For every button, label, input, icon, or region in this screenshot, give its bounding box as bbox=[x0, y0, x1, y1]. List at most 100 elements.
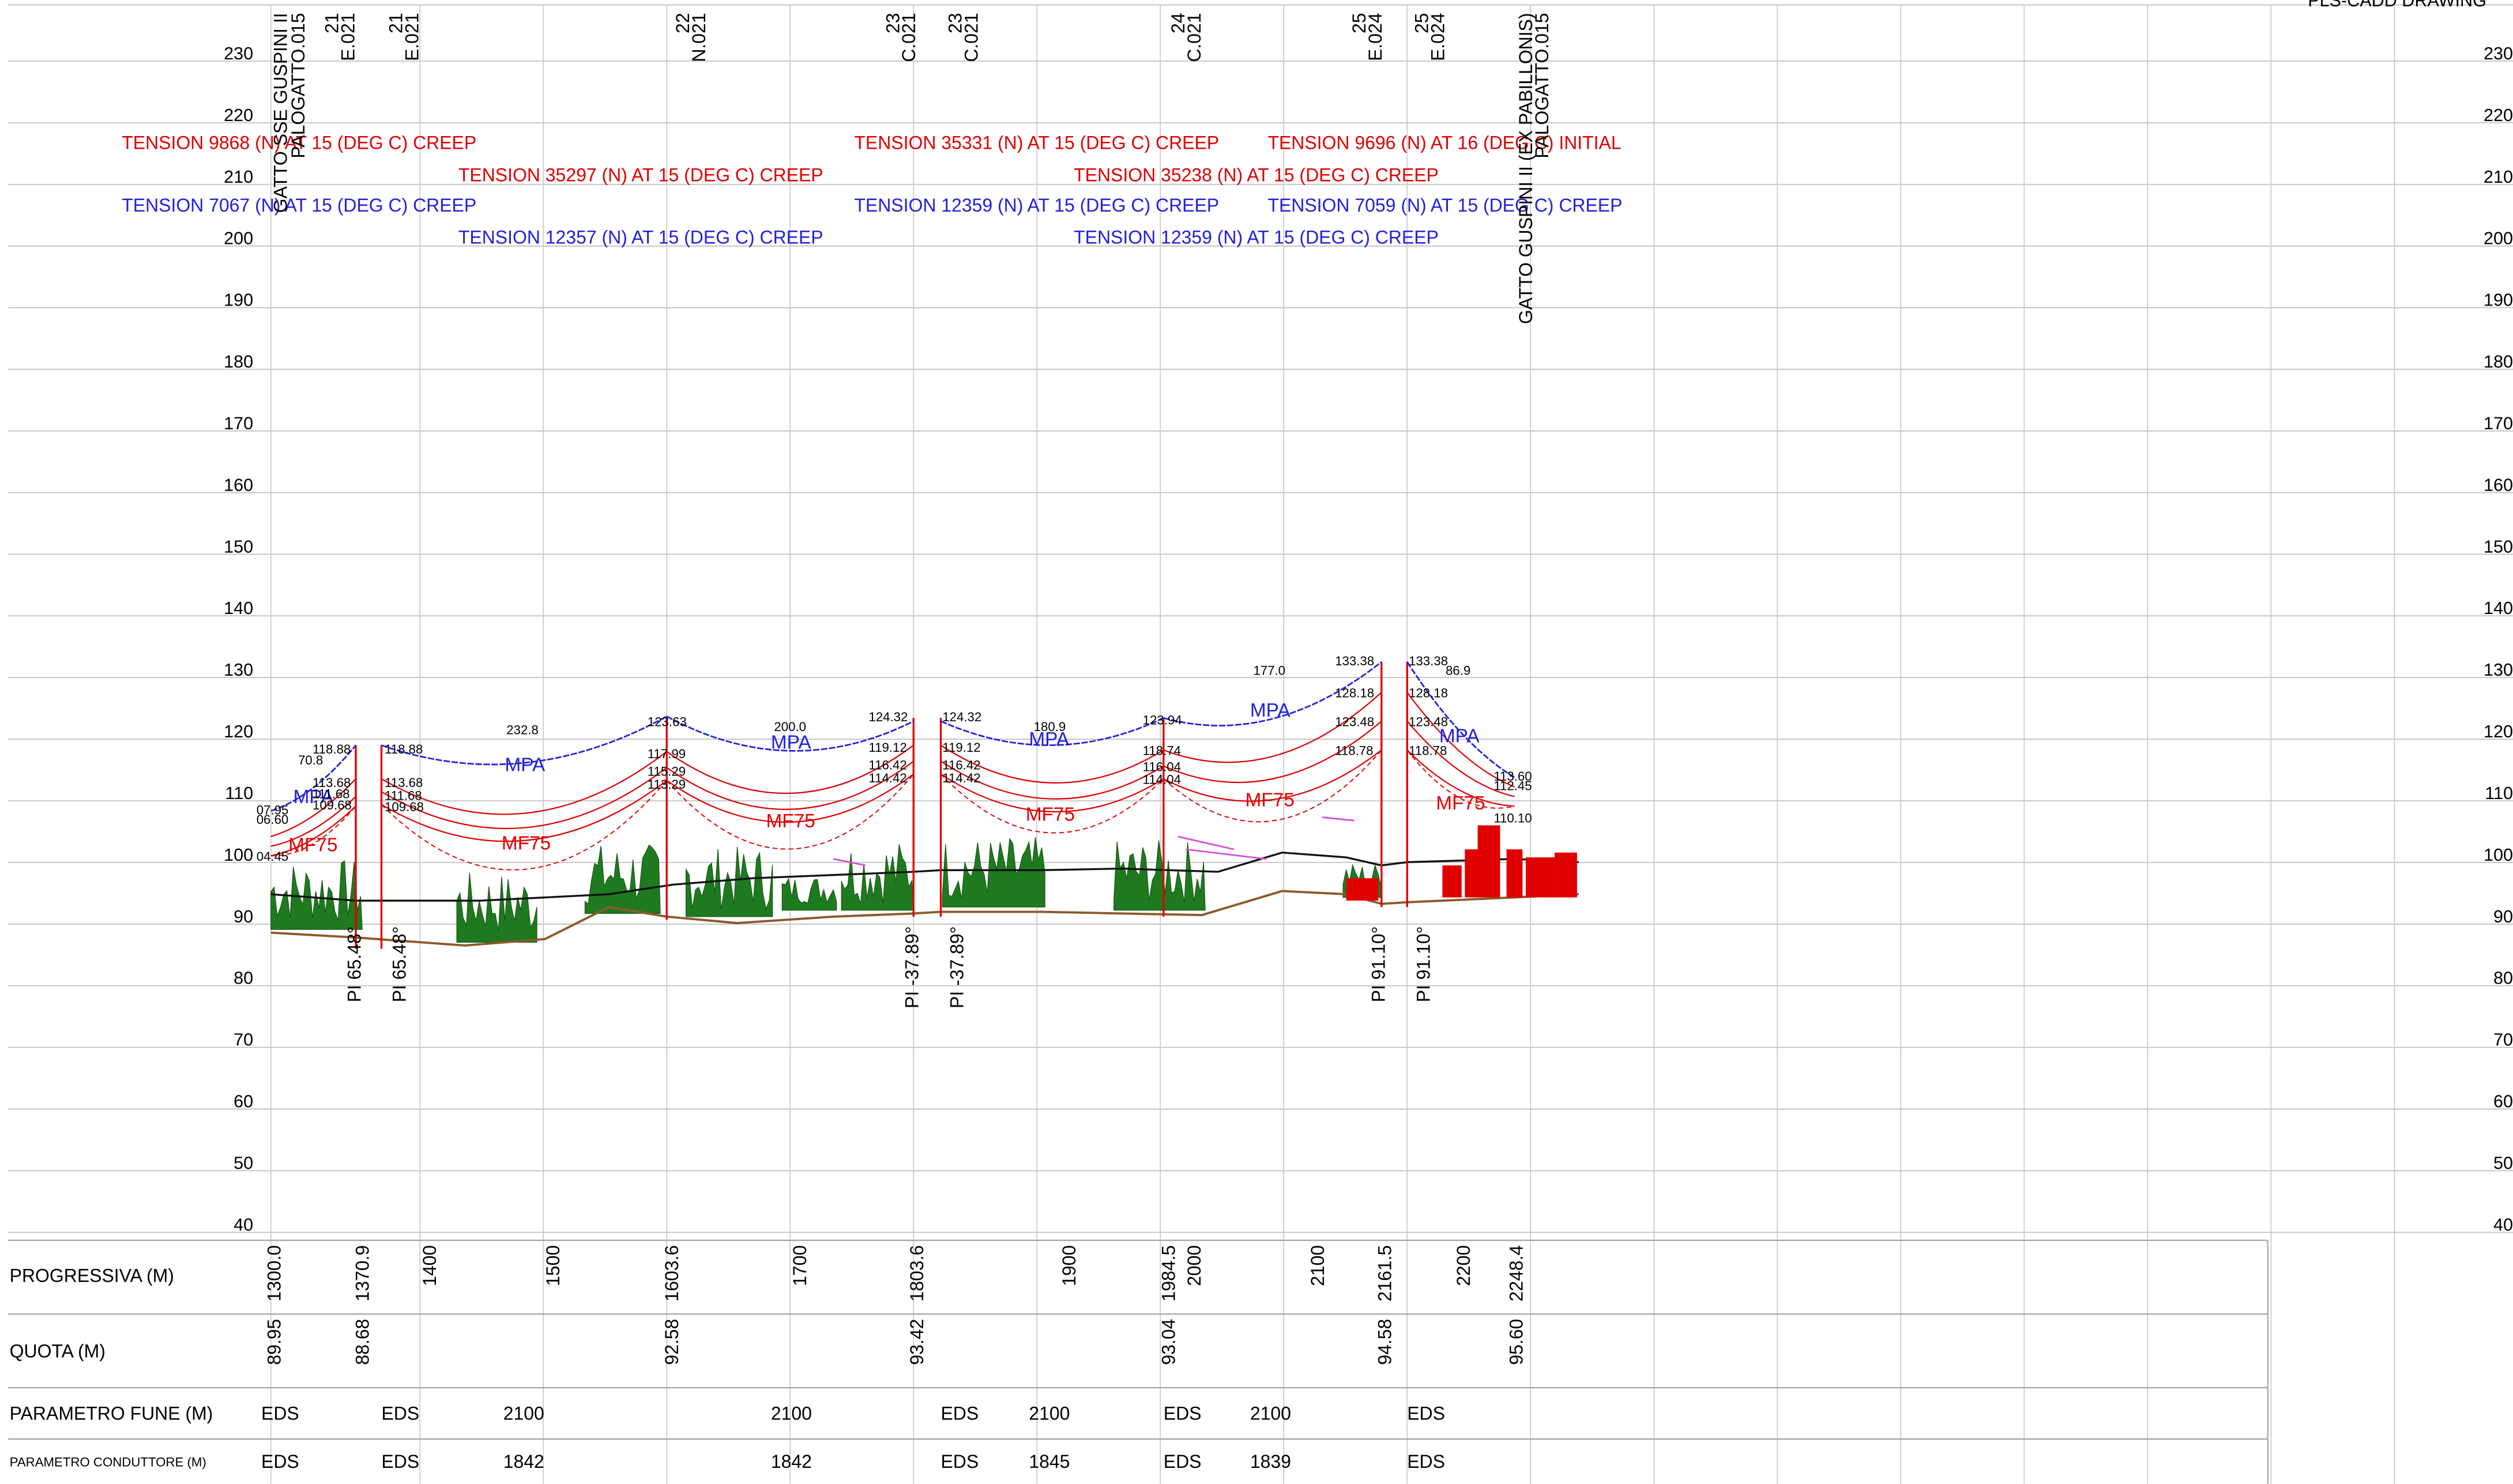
sag-value: 118.78 bbox=[1409, 744, 1447, 758]
building bbox=[1506, 849, 1523, 898]
elevation-label: 170 bbox=[224, 413, 253, 433]
conductor-wire bbox=[1163, 692, 1382, 763]
table-cell: 2100 bbox=[503, 1403, 544, 1424]
mpa-label: MPA bbox=[505, 755, 546, 776]
elevation-label: 150 bbox=[224, 537, 253, 556]
mpa-label: MPA bbox=[294, 786, 334, 808]
elevation-label: 100 bbox=[2484, 845, 2513, 865]
table-cell: 1400 bbox=[419, 1245, 440, 1286]
conductor-wire bbox=[1163, 749, 1382, 802]
elevation-label: 120 bbox=[2484, 722, 2513, 741]
conductor-wire bbox=[940, 760, 1164, 800]
sag-value: 113.60 bbox=[1493, 769, 1532, 784]
structure-code: E.024 bbox=[1427, 13, 1448, 61]
table-cell: 1842 bbox=[771, 1451, 812, 1472]
conductor-wire bbox=[381, 767, 667, 829]
wires bbox=[270, 661, 1515, 949]
pi-label: PI 91.10° bbox=[1368, 926, 1389, 1003]
elevation-label: 220 bbox=[2484, 106, 2513, 125]
pi-label: PI -37.89° bbox=[946, 926, 967, 1008]
mf75-label: MF75 bbox=[502, 833, 551, 854]
table-cell: 1803.6 bbox=[906, 1245, 927, 1302]
mf75-label: MF75 bbox=[1246, 790, 1295, 811]
conductor-wire bbox=[940, 744, 1164, 784]
mpa-wire bbox=[940, 717, 1164, 746]
ground-line bbox=[270, 852, 1579, 902]
table-cell: 1300.0 bbox=[264, 1245, 284, 1302]
table-cell: 2100 bbox=[1307, 1245, 1328, 1286]
tension-note: TENSION 35331 (N) AT 15 (DEG C) CREEP bbox=[854, 133, 1219, 153]
elevation-label: 40 bbox=[234, 1215, 253, 1234]
elevation-label: 150 bbox=[2484, 537, 2513, 556]
table-cell: 1845 bbox=[1029, 1451, 1070, 1472]
vegetation bbox=[781, 877, 837, 911]
structure-number: 22 bbox=[672, 13, 693, 33]
sag-value: 115.29 bbox=[648, 764, 686, 779]
sag-value: 232.8 bbox=[506, 722, 539, 737]
table-cell: EDS bbox=[381, 1451, 419, 1472]
vegetation bbox=[942, 837, 1045, 907]
building bbox=[1442, 865, 1462, 898]
mpa-wire bbox=[1163, 661, 1382, 726]
sag-value: 06.60 bbox=[257, 812, 289, 827]
table-cell: EDS bbox=[381, 1403, 419, 1424]
conductor-wire bbox=[940, 773, 1164, 813]
vegetation bbox=[686, 846, 773, 917]
elevation-label: 80 bbox=[2493, 969, 2513, 988]
table-cell: EDS bbox=[1164, 1403, 1202, 1424]
sag-value: 133.38 bbox=[1409, 654, 1448, 668]
elevation-label: 50 bbox=[2493, 1154, 2513, 1173]
sag-value: 07.95 bbox=[257, 803, 289, 817]
sag-value: 113.68 bbox=[385, 775, 423, 790]
end-structure-name: GATTO GUSPINI II (EX PABILLONIS) bbox=[1515, 13, 1536, 324]
structure-number: 25 bbox=[1411, 13, 1432, 33]
structure-number: 24 bbox=[1168, 13, 1188, 33]
clearance-line bbox=[381, 780, 667, 871]
sag-value: 117.99 bbox=[648, 747, 686, 761]
conductor-wire bbox=[666, 744, 914, 794]
elevation-label: 160 bbox=[224, 475, 253, 495]
table-cell: 2100 bbox=[1029, 1403, 1070, 1424]
structure-code: C.021 bbox=[961, 13, 981, 62]
sag-value: 200.0 bbox=[774, 720, 806, 734]
sag-value: 110.10 bbox=[1493, 811, 1532, 825]
mpa-wire bbox=[270, 744, 357, 812]
elevation-label: 100 bbox=[224, 845, 253, 865]
structure-code: C.021 bbox=[898, 13, 919, 62]
building bbox=[1554, 852, 1577, 898]
feature-line bbox=[1186, 848, 1266, 860]
sag-value: 118.88 bbox=[313, 742, 351, 756]
table-cell: EDS bbox=[941, 1451, 979, 1472]
vegetation bbox=[270, 860, 363, 930]
sag-value: 111.68 bbox=[385, 788, 422, 803]
mpa-label: MPA bbox=[1029, 729, 1070, 750]
table-cell: EDS bbox=[941, 1403, 979, 1424]
building bbox=[1346, 878, 1379, 901]
labels: 230 230 220 220 210 210 200 200 190 190 180 180 170 1… bbox=[122, 13, 2513, 1365]
elevation-label: 180 bbox=[224, 352, 253, 372]
table-cell: 1370.9 bbox=[352, 1245, 373, 1302]
tension-note: TENSION 7067 (N) AT 15 (DEG C) CREEP bbox=[122, 195, 476, 216]
elevation-label: 210 bbox=[224, 167, 253, 187]
conductor-wire bbox=[1406, 749, 1515, 807]
sag-value: 118.74 bbox=[1143, 744, 1181, 758]
sag-value: 04.45 bbox=[257, 849, 289, 864]
mpa-label: MPA bbox=[1439, 725, 1480, 747]
mf75-label: MF75 bbox=[288, 834, 337, 856]
pi-label: PI 65.48° bbox=[344, 926, 364, 1003]
table-cell: 89.95 bbox=[264, 1319, 284, 1365]
sag-value: 124.32 bbox=[942, 710, 981, 724]
conductor-wire bbox=[1163, 721, 1382, 784]
sag-value: 128.18 bbox=[1335, 685, 1374, 700]
elevation-label: 60 bbox=[234, 1092, 253, 1112]
conductor-wire bbox=[270, 778, 356, 838]
sag-value: 114.04 bbox=[1143, 773, 1181, 787]
sag-value: 114.42 bbox=[942, 771, 980, 785]
conductor-wire bbox=[270, 796, 356, 847]
row-header: QUOTA (M) bbox=[10, 1340, 106, 1361]
structure-code: E.021 bbox=[337, 13, 358, 61]
building bbox=[1477, 825, 1500, 898]
elevation-label: 90 bbox=[234, 907, 253, 926]
drawing-title: PLS-CADD DRAWING bbox=[2308, 0, 2486, 10]
